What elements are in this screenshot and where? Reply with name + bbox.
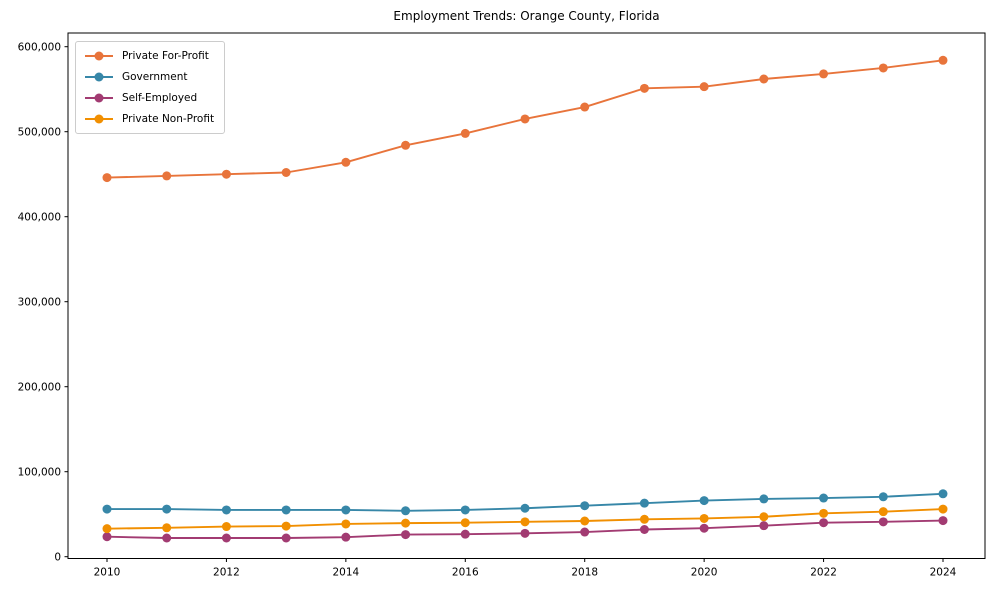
data-point-private-non-profit — [221, 522, 231, 532]
data-point-self-employed — [221, 533, 231, 543]
y-axis-tick-label: 0 — [54, 551, 61, 563]
data-point-self-employed — [341, 532, 351, 542]
data-point-private-non-profit — [520, 517, 530, 527]
legend-label-self-employed: Self-Employed — [122, 92, 198, 104]
data-point-self-employed — [401, 530, 411, 540]
data-point-government — [281, 505, 291, 515]
data-point-private-non-profit — [281, 521, 291, 531]
legend-marker-self-employed — [85, 93, 113, 103]
legend-item-government: Government — [84, 69, 214, 85]
data-point-private-for-profit — [938, 55, 948, 65]
data-point-private-non-profit — [102, 524, 112, 534]
data-point-self-employed — [639, 525, 649, 534]
data-point-private-for-profit — [699, 82, 709, 92]
data-point-self-employed — [819, 518, 829, 528]
data-point-self-employed — [520, 528, 530, 538]
legend-label-private-non-profit: Private Non-Profit — [122, 113, 215, 125]
data-point-private-non-profit — [699, 513, 709, 523]
data-point-private-for-profit — [759, 74, 769, 84]
legend-label-government: Government — [122, 71, 188, 83]
data-point-private-non-profit — [938, 504, 948, 514]
data-point-government — [759, 494, 769, 504]
data-point-self-employed — [102, 532, 112, 542]
data-point-self-employed — [878, 517, 888, 527]
legend-dot — [94, 93, 104, 103]
x-axis-tick-label: 2010 — [94, 567, 121, 579]
legend-label-private-for-profit: Private For-Profit — [122, 50, 209, 62]
data-point-private-non-profit — [162, 523, 172, 533]
legend-dot — [94, 72, 104, 82]
legend-marker-government — [85, 72, 113, 82]
data-point-private-for-profit — [281, 168, 291, 177]
data-point-government — [341, 505, 351, 515]
data-point-private-for-profit — [401, 140, 411, 150]
x-axis-tick-label: 2024 — [930, 567, 957, 579]
data-point-private-non-profit — [759, 512, 769, 522]
data-point-private-for-profit — [102, 173, 112, 183]
data-point-private-for-profit — [460, 128, 470, 138]
data-point-self-employed — [281, 533, 291, 543]
data-point-private-for-profit — [341, 157, 351, 167]
data-point-private-for-profit — [580, 102, 590, 112]
data-point-self-employed — [938, 516, 948, 526]
x-axis-tick-label: 2016 — [452, 567, 479, 579]
data-point-government — [520, 503, 530, 513]
x-axis-tick-label: 2018 — [571, 567, 598, 579]
data-point-private-for-profit — [878, 63, 888, 73]
data-point-self-employed — [460, 529, 470, 539]
plot-border — [67, 32, 986, 559]
data-point-private-for-profit — [520, 114, 530, 124]
legend-dot — [94, 114, 104, 124]
y-axis-tick-label: 600,000 — [18, 41, 61, 53]
legend-dot — [94, 51, 104, 61]
data-point-private-non-profit — [401, 518, 411, 528]
y-axis-tick-label: 400,000 — [18, 211, 61, 223]
y-axis-tick-label: 200,000 — [18, 381, 61, 393]
data-point-self-employed — [580, 527, 590, 537]
x-axis-tick-label: 2014 — [332, 567, 359, 579]
y-axis-tick-label: 300,000 — [18, 296, 61, 308]
data-point-government — [639, 498, 649, 508]
data-point-private-for-profit — [162, 171, 172, 181]
data-point-government — [401, 506, 411, 516]
data-point-private-non-profit — [639, 514, 649, 524]
data-point-self-employed — [759, 521, 769, 531]
data-point-private-non-profit — [878, 507, 888, 517]
legend-item-private-for-profit: Private For-Profit — [84, 48, 214, 64]
data-point-government — [460, 505, 470, 515]
x-axis-tick-label: 2022 — [810, 567, 837, 579]
data-point-government — [819, 493, 829, 503]
y-axis-tick-label: 500,000 — [18, 126, 61, 138]
x-axis-tick-label: 2020 — [691, 567, 718, 579]
data-point-government — [878, 492, 888, 502]
legend-marker-private-non-profit — [85, 114, 113, 124]
data-point-government — [221, 505, 231, 515]
x-axis-tick-label: 2012 — [213, 567, 240, 579]
legend-item-private-non-profit: Private Non-Profit — [84, 111, 214, 127]
data-point-government — [699, 496, 709, 506]
data-point-private-for-profit — [639, 83, 649, 93]
data-point-private-non-profit — [341, 519, 351, 529]
chart-title: Employment Trends: Orange County, Florid… — [393, 9, 660, 23]
legend-item-self-employed: Self-Employed — [84, 90, 214, 106]
y-axis-tick-label: 100,000 — [18, 466, 61, 478]
data-point-government — [580, 501, 590, 511]
data-point-private-non-profit — [819, 508, 829, 518]
data-point-private-non-profit — [580, 516, 590, 526]
data-point-self-employed — [162, 533, 172, 543]
data-point-private-for-profit — [221, 169, 231, 179]
data-point-self-employed — [699, 523, 709, 533]
legend: Private For-Profit Government Self-Employe… — [75, 41, 226, 134]
data-point-government — [162, 504, 172, 514]
data-point-private-for-profit — [819, 69, 829, 79]
legend-marker-private-for-profit — [85, 51, 113, 61]
data-point-government — [938, 489, 948, 499]
data-point-government — [102, 504, 112, 514]
data-point-private-non-profit — [460, 518, 470, 528]
